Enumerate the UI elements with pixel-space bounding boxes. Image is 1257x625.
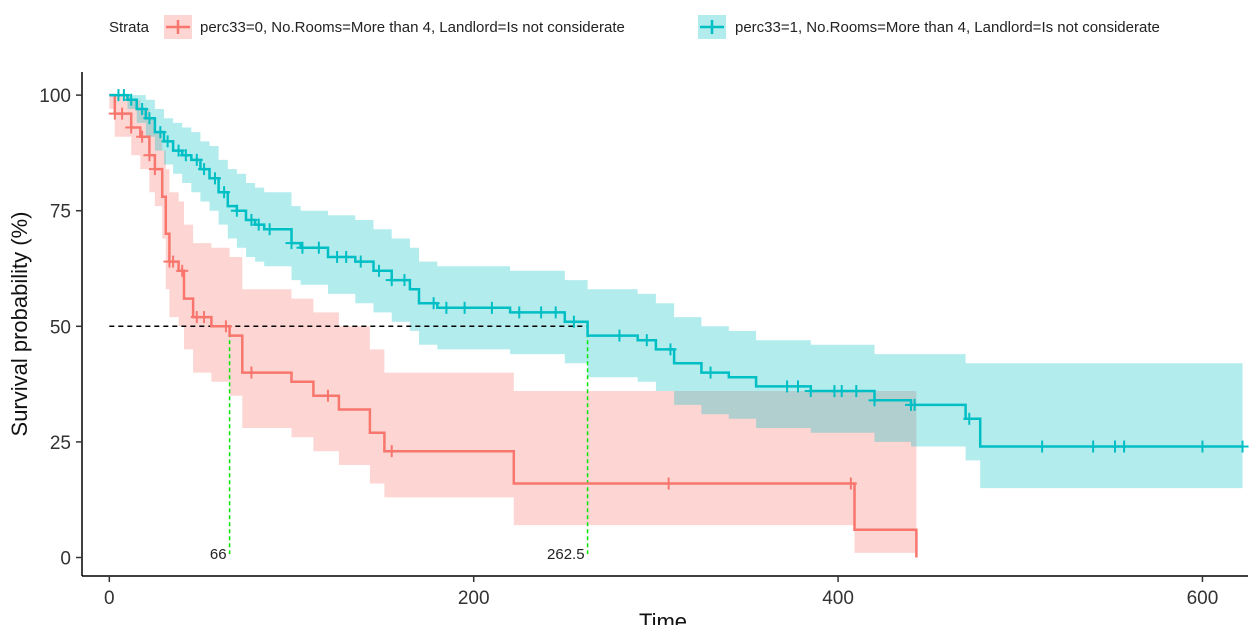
median-lines <box>109 325 589 554</box>
median-label-1: 262.5 <box>547 546 585 563</box>
censor-mark-0-12 <box>245 366 258 379</box>
censor-mark-1-15 <box>252 218 265 231</box>
censor-mark-1-37 <box>704 366 717 379</box>
y-tick-label-4: 100 <box>39 86 71 107</box>
censor-marks <box>108 89 1249 490</box>
censor-mark-1-53 <box>1236 440 1249 453</box>
censor-mark-1-42 <box>835 385 848 398</box>
y-tick-label-2: 50 <box>50 317 71 338</box>
censor-mark-1-32 <box>549 306 562 319</box>
censor-mark-1-46 <box>908 398 921 411</box>
censor-mark-1-26 <box>427 297 440 310</box>
censor-mark-1-23 <box>372 264 385 277</box>
censor-mark-1-27 <box>440 301 453 314</box>
censor-mark-1-48 <box>1036 440 1049 453</box>
censor-mark-0-10 <box>198 311 211 324</box>
censor-mark-0-14 <box>385 445 398 458</box>
legend: Strata perc33=0, No.Rooms=More than 4, L… <box>109 15 1160 39</box>
censor-mark-1-19 <box>312 241 325 254</box>
censor-mark-1-34 <box>613 329 626 342</box>
censor-mark-1-4 <box>143 112 156 125</box>
censor-mark-1-10 <box>198 163 211 176</box>
censor-mark-1-3 <box>136 102 149 115</box>
legend-label-1: perc33=1, No.Rooms=More than 4, Landlord… <box>735 19 1160 36</box>
censor-mark-1-38 <box>781 380 794 393</box>
legend-entry-1: perc33=1, No.Rooms=More than 4, Landlord… <box>698 15 1160 39</box>
censor-mark-1-1 <box>117 89 130 102</box>
censor-mark-1-8 <box>179 149 192 162</box>
censor-mark-1-35 <box>640 334 653 347</box>
censor-mark-1-30 <box>513 306 526 319</box>
censor-mark-1-52 <box>1196 440 1209 453</box>
censor-mark-1-44 <box>868 394 881 407</box>
censor-mark-1-16 <box>263 223 276 236</box>
censor-mark-0-16 <box>844 477 857 490</box>
censor-mark-1-31 <box>535 306 548 319</box>
confidence-band-1 <box>109 95 1243 489</box>
censor-mark-1-24 <box>385 274 398 287</box>
censor-mark-1-21 <box>340 250 353 263</box>
censor-mark-1-13 <box>230 204 243 217</box>
censor-mark-1-43 <box>850 385 863 398</box>
censor-mark-0-3 <box>136 130 149 143</box>
censor-mark-1-51 <box>1118 440 1131 453</box>
censor-mark-0-8 <box>176 264 189 277</box>
censor-mark-1-29 <box>485 301 498 314</box>
censor-mark-0-1 <box>116 107 129 120</box>
median-labels: 66 262.5 <box>210 546 585 563</box>
censor-mark-1-17 <box>285 237 298 250</box>
x-tick-label-0: 0 <box>104 588 115 609</box>
censor-mark-0-7 <box>167 255 180 268</box>
censor-mark-1-47 <box>963 412 976 425</box>
censor-mark-1-33 <box>567 315 580 328</box>
censor-mark-0-11 <box>219 320 232 333</box>
censor-mark-1-25 <box>398 274 411 287</box>
censor-mark-1-18 <box>296 241 309 254</box>
censor-mark-0-4 <box>143 149 156 162</box>
censor-mark-1-14 <box>245 213 258 226</box>
censor-mark-0-5 <box>148 163 161 176</box>
legend-entry-0: perc33=0, No.Rooms=More than 4, Landlord… <box>164 15 625 39</box>
censor-mark-1-40 <box>804 385 817 398</box>
censor-mark-0-15 <box>662 477 675 490</box>
censor-mark-1-9 <box>190 153 203 166</box>
x-ticks: 0 200 400 600 <box>104 576 1218 609</box>
censor-mark-1-49 <box>1087 440 1100 453</box>
censor-mark-1-5 <box>154 126 167 139</box>
x-tick-label-2: 400 <box>822 588 854 609</box>
censor-mark-1-36 <box>664 343 677 356</box>
median-label-0: 66 <box>210 546 227 563</box>
confidence-bands <box>109 95 1243 558</box>
censor-mark-1-2 <box>125 93 138 106</box>
censor-mark-0-13 <box>321 389 334 402</box>
confidence-band-0 <box>109 95 917 558</box>
y-tick-label-1: 25 <box>50 433 71 454</box>
legend-label-0: perc33=0, No.Rooms=More than 4, Landlord… <box>200 19 625 36</box>
x-axis-title: Time <box>639 609 687 625</box>
x-tick-label-1: 200 <box>458 588 490 609</box>
censor-mark-1-12 <box>218 186 231 199</box>
censor-mark-1-11 <box>208 172 221 185</box>
x-tick-label-3: 600 <box>1187 588 1219 609</box>
censor-mark-1-28 <box>458 301 471 314</box>
censor-mark-1-22 <box>354 255 367 268</box>
y-ticks: 0 25 50 75 100 <box>39 86 82 570</box>
axes <box>81 72 1248 577</box>
censor-mark-1-7 <box>172 144 185 157</box>
legend-title: Strata <box>109 19 150 36</box>
y-tick-label-0: 0 <box>60 549 71 570</box>
censor-mark-1-6 <box>161 135 174 148</box>
y-tick-label-3: 75 <box>50 202 71 223</box>
y-axis-title: Survival probability (%) <box>7 212 32 437</box>
censor-mark-1-39 <box>791 380 804 393</box>
censor-mark-0-2 <box>125 121 138 134</box>
